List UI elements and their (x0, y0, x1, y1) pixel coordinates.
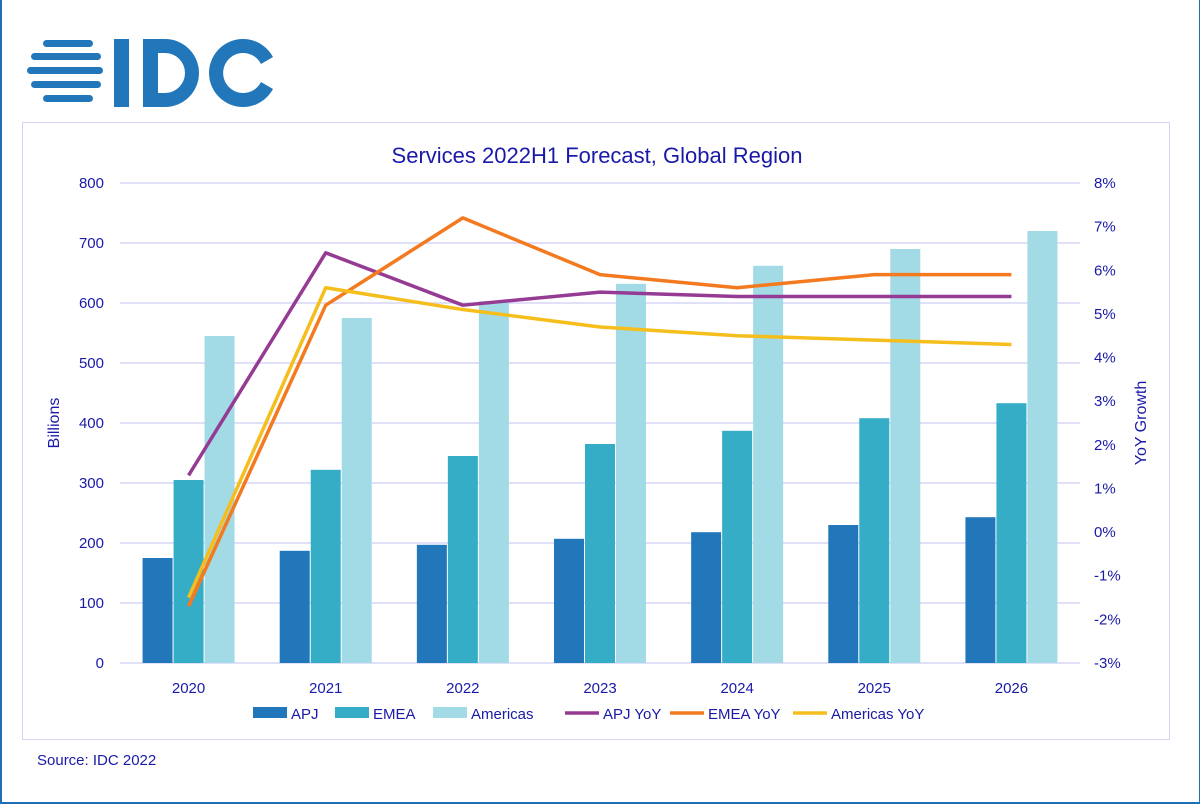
bar-emea-2022 (447, 456, 478, 663)
x-tick-label: 2021 (309, 680, 342, 697)
bar-americas-2021 (341, 318, 372, 663)
bar-americas-2022 (478, 301, 509, 663)
source-note: Source: IDC 2022 (37, 752, 157, 769)
legend-swatch-emea (335, 707, 369, 718)
y-tick-label: 800 (79, 175, 104, 192)
y2-tick-label: 6% (1094, 262, 1116, 279)
legend-label-americas-yoy: Americas YoY (831, 706, 924, 723)
bar-emea-2021 (310, 469, 341, 663)
bar-apj-2022 (416, 544, 447, 663)
x-tick-label: 2025 (858, 680, 891, 697)
legend-label-apj: APJ (291, 706, 319, 723)
bar-americas-2020 (204, 336, 235, 663)
line-americas-yoy (186, 285, 1012, 599)
legend-label-emea: EMEA (373, 706, 416, 723)
idc-logo (27, 39, 273, 107)
y-tick-label: 600 (79, 295, 104, 312)
x-tick-label: 2020 (172, 680, 205, 697)
y2-tick-label: 3% (1094, 393, 1116, 410)
x-tick-label: 2024 (720, 680, 753, 697)
bar-emea-2025 (859, 418, 890, 663)
bar-apj-2025 (828, 525, 859, 663)
legend-swatch-americas (433, 707, 467, 718)
bar-apj-2026 (965, 517, 996, 663)
bar-emea-2024 (722, 430, 753, 663)
legend-label-americas: Americas (471, 706, 534, 723)
bar-apj-2023 (554, 538, 584, 663)
y-tick-label: 400 (79, 415, 104, 432)
y-tick-label: 0 (96, 655, 104, 672)
y2-tick-label: 4% (1094, 350, 1116, 367)
bar-emea-2026 (996, 403, 1027, 663)
legend-label-emea-yoy: EMEA YoY (708, 706, 781, 723)
x-tick-label: 2023 (583, 680, 616, 697)
bar-emea-2023 (585, 444, 615, 663)
y2-tick-label: 0% (1094, 524, 1116, 541)
y2-tick-label: 5% (1094, 306, 1116, 323)
y2-tick-label: -1% (1094, 568, 1121, 585)
y2-tick-label: -2% (1094, 611, 1121, 628)
y-tick-label: 100 (79, 595, 104, 612)
y2-tick-label: -3% (1094, 655, 1121, 672)
bar-apj-2021 (279, 550, 310, 663)
y2-tick-label: 8% (1094, 175, 1116, 192)
y2-tick-label: 1% (1094, 480, 1116, 497)
legend-swatch-apj (253, 707, 287, 718)
chart-container (22, 122, 1170, 740)
bar-americas-2024 (753, 265, 784, 663)
x-tick-label: 2022 (446, 680, 479, 697)
y2-tick-label: 2% (1094, 437, 1116, 454)
y-tick-label: 300 (79, 475, 104, 492)
y-tick-label: 500 (79, 355, 104, 372)
line-emea-yoy (186, 216, 1012, 607)
bar-americas-2026 (1027, 231, 1058, 663)
x-tick-label: 2026 (995, 680, 1028, 697)
line-apj-yoy (187, 251, 1012, 477)
bar-apj-2020 (142, 558, 173, 663)
bar-apj-2024 (691, 532, 722, 663)
bar-americas-2023 (616, 283, 646, 663)
y2-tick-label: 7% (1094, 219, 1116, 236)
legend-label-apj-yoy: APJ YoY (603, 706, 661, 723)
y-tick-label: 200 (79, 535, 104, 552)
y2-axis-label: YoY Growth (1133, 381, 1150, 466)
chart-title: Services 2022H1 Forecast, Global Region (392, 143, 803, 168)
y-tick-label: 700 (79, 235, 104, 252)
y-axis-label: Billions (46, 398, 63, 449)
bar-americas-2025 (890, 249, 921, 663)
